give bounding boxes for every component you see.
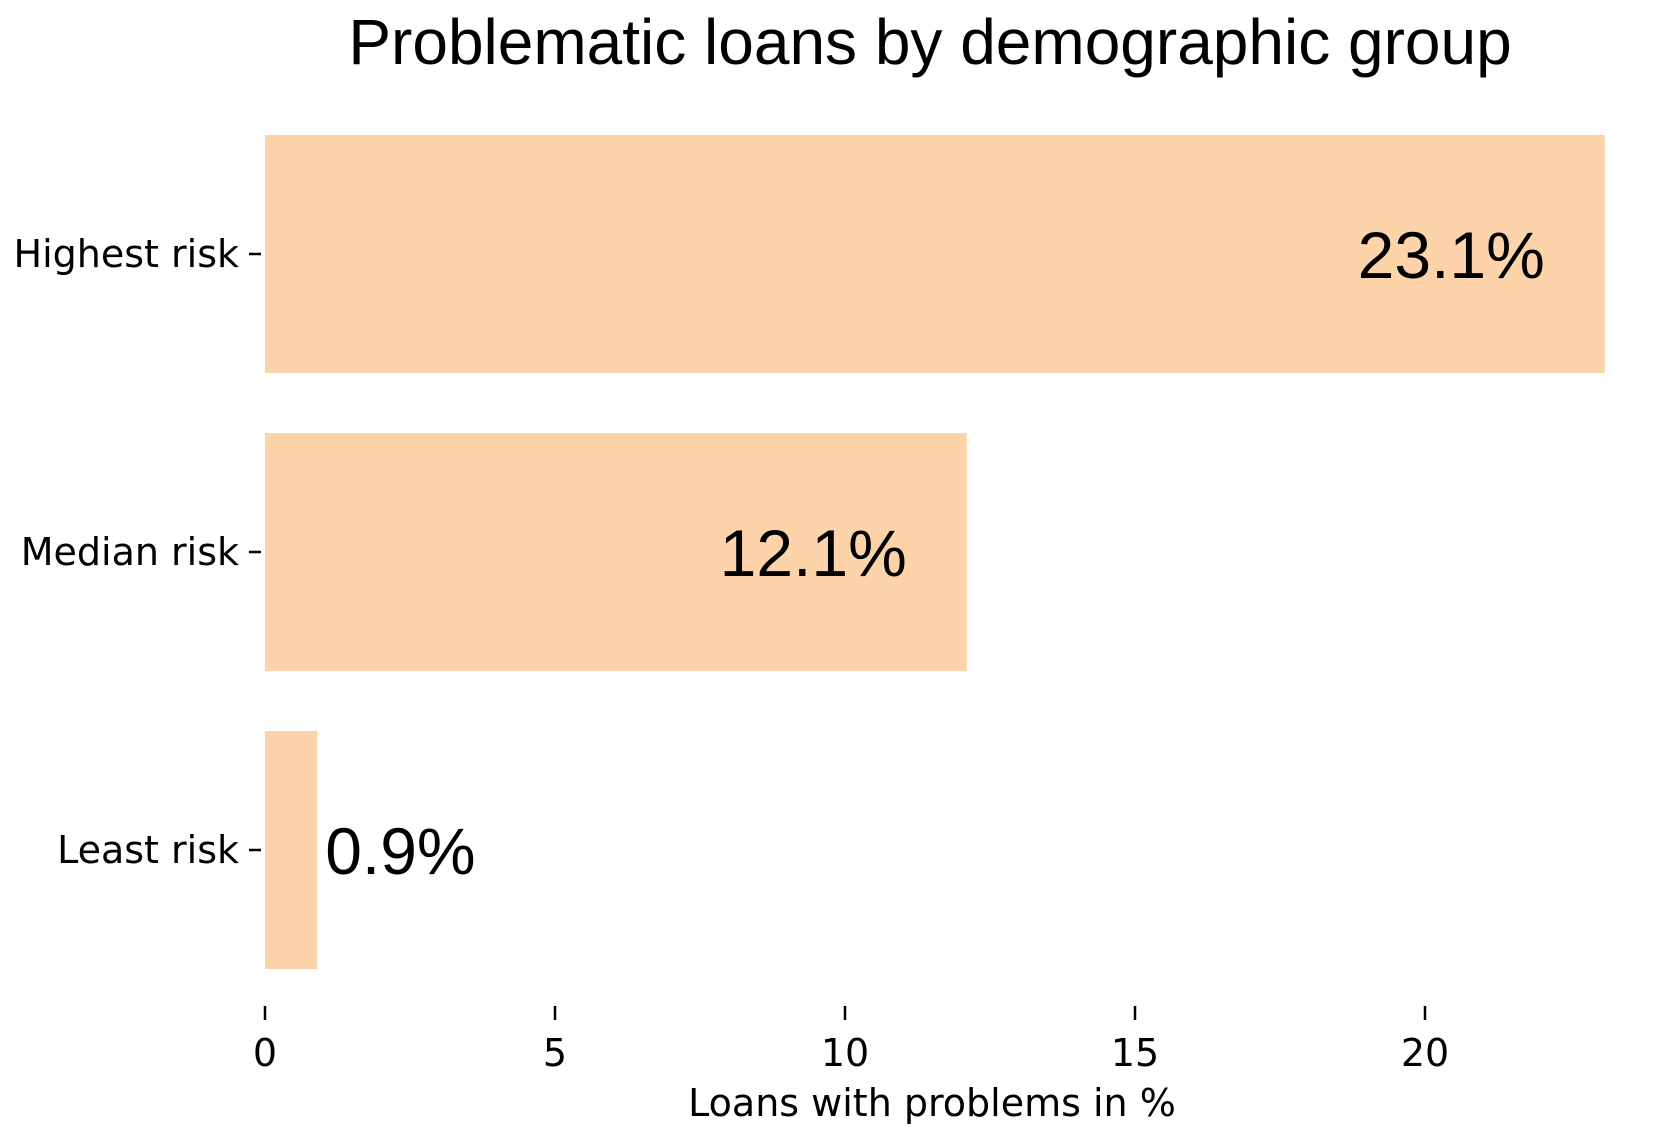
bar-highest-risk [265, 135, 1605, 373]
bar-least-risk [265, 731, 318, 969]
y-tick-label: Least risk [57, 828, 239, 872]
bars: 23.1% 12.1% 0.9% [265, 135, 1605, 969]
bar-median-risk [265, 433, 967, 671]
x-tick-label: 0 [253, 1031, 277, 1075]
chart-title: Problematic loans by demographic group [348, 6, 1511, 78]
data-label-least-risk: 0.9% [325, 814, 475, 888]
x-axis: 0 5 10 15 20 [253, 1006, 1449, 1075]
x-tick-label: 5 [543, 1031, 567, 1075]
x-tick-label: 20 [1401, 1031, 1449, 1075]
x-axis-label: Loans with problems in % [688, 1081, 1176, 1125]
x-tick-label: 15 [1111, 1031, 1159, 1075]
x-tick-label: 10 [821, 1031, 869, 1075]
data-label-median-risk: 12.1% [720, 516, 907, 590]
y-tick-label: Highest risk [14, 232, 239, 276]
data-label-highest-risk: 23.1% [1358, 218, 1545, 292]
y-tick-label: Median risk [21, 530, 239, 574]
y-tick-labels: Highest risk Median risk Least risk [14, 232, 261, 872]
